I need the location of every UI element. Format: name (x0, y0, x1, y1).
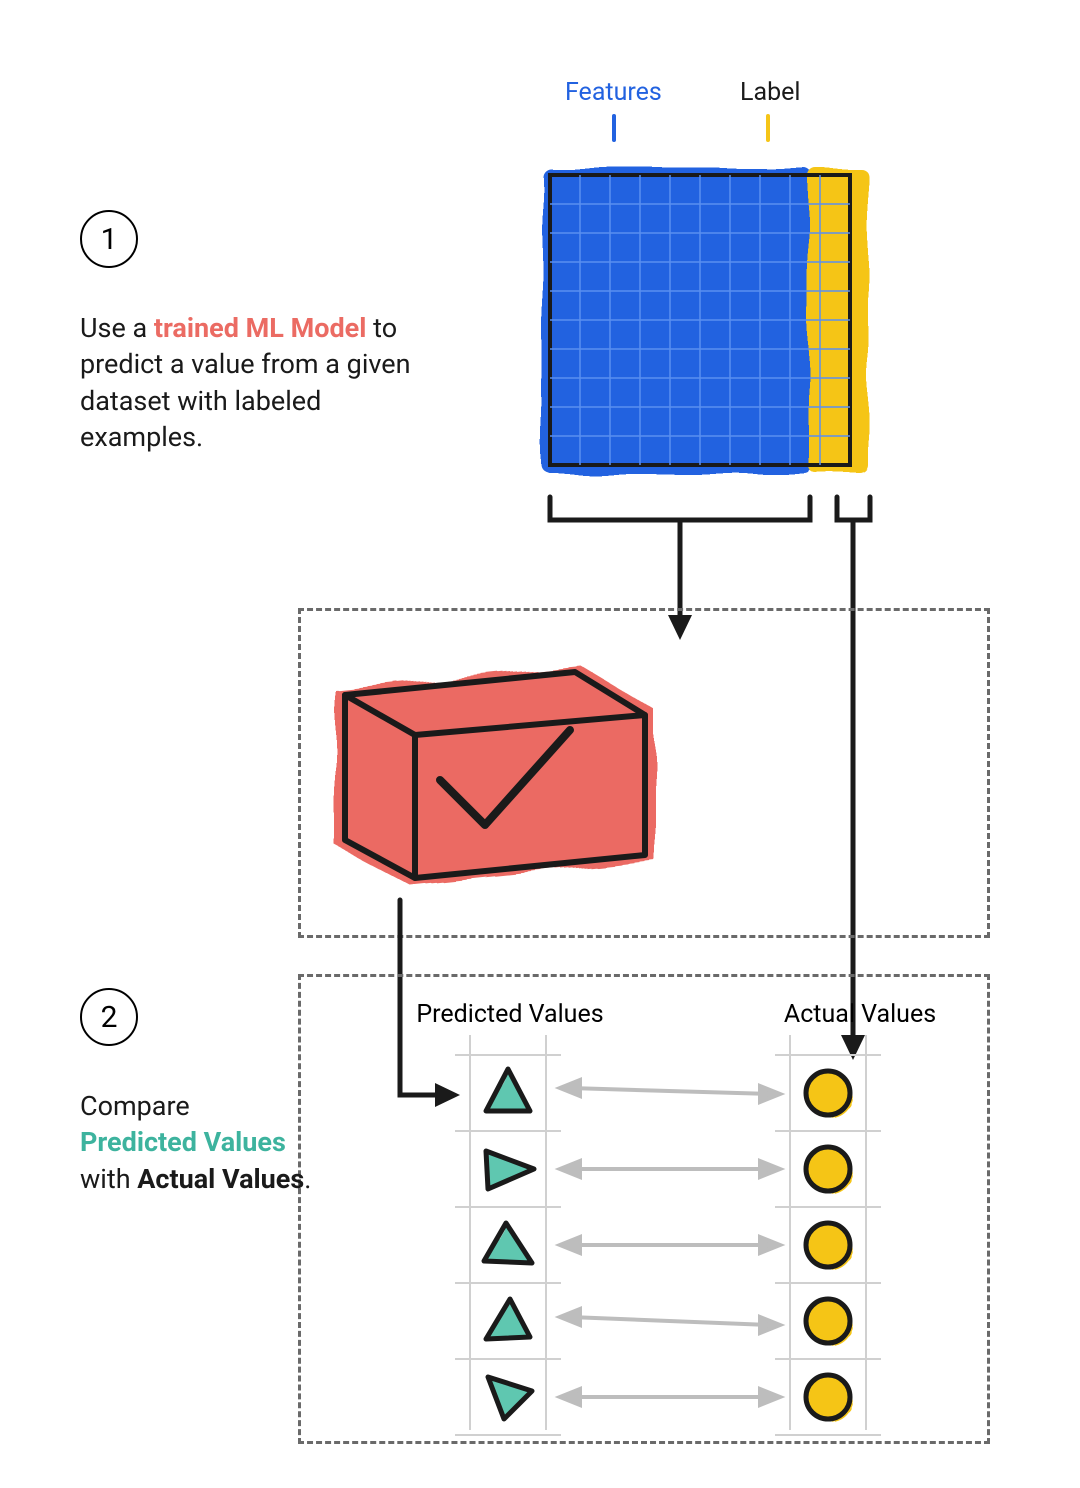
predicted-shapes (484, 1069, 534, 1419)
actual-shapes (804, 1069, 852, 1421)
comparison-grid (0, 0, 1080, 1488)
comparison-arrows (560, 1080, 780, 1405)
